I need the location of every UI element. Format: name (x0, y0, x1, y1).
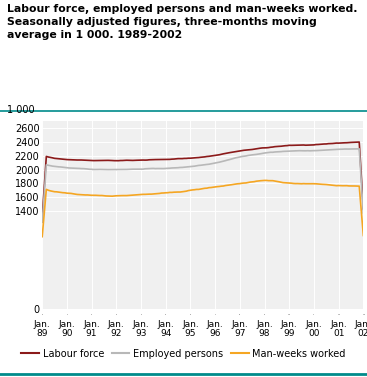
Text: 02: 02 (358, 329, 367, 338)
Text: Jan.: Jan. (108, 320, 125, 329)
Text: 90: 90 (61, 329, 73, 338)
Text: Jan.: Jan. (58, 320, 75, 329)
Text: 96: 96 (209, 329, 221, 338)
Text: 01: 01 (333, 329, 344, 338)
Text: 89: 89 (36, 329, 48, 338)
Text: Jan.: Jan. (182, 320, 199, 329)
Text: 00: 00 (308, 329, 320, 338)
Text: Jan.: Jan. (157, 320, 174, 329)
Text: 94: 94 (160, 329, 171, 338)
Text: 99: 99 (283, 329, 295, 338)
Text: 92: 92 (110, 329, 122, 338)
Text: Seasonally adjusted figures, three-months moving: Seasonally adjusted figures, three-month… (7, 17, 317, 27)
Text: Jan.: Jan. (256, 320, 273, 329)
Text: average in 1 000. 1989-2002: average in 1 000. 1989-2002 (7, 30, 183, 40)
Text: 97: 97 (234, 329, 246, 338)
Text: Jan.: Jan. (232, 320, 248, 329)
Text: Jan.: Jan. (34, 320, 51, 329)
Text: Jan.: Jan. (330, 320, 347, 329)
Text: 95: 95 (185, 329, 196, 338)
Text: 1 000: 1 000 (7, 105, 35, 115)
Text: Jan.: Jan. (355, 320, 367, 329)
Text: Jan.: Jan. (83, 320, 100, 329)
Text: 93: 93 (135, 329, 147, 338)
Text: 91: 91 (86, 329, 97, 338)
Text: Jan.: Jan. (281, 320, 298, 329)
Text: Labour force, employed persons and man-weeks worked.: Labour force, employed persons and man-w… (7, 4, 358, 14)
Text: Jan.: Jan. (306, 320, 322, 329)
Text: Jan.: Jan. (132, 320, 149, 329)
Legend: Labour force, Employed persons, Man-weeks worked: Labour force, Employed persons, Man-week… (17, 345, 350, 363)
Text: Jan.: Jan. (207, 320, 224, 329)
Text: 98: 98 (259, 329, 270, 338)
